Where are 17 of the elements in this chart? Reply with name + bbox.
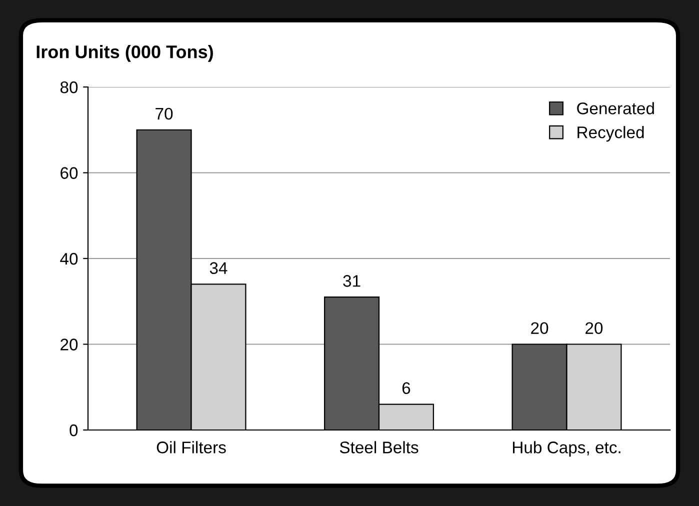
data-label: 20 <box>586 322 603 334</box>
y-tick-label: 20 <box>60 338 78 350</box>
x-tick-label: Steel Belts <box>340 441 418 454</box>
data-label: 70 <box>156 108 173 120</box>
y-tick-label: 60 <box>60 167 78 179</box>
data-label: 6 <box>402 382 410 394</box>
data-label: 20 <box>531 322 548 334</box>
y-tick-label: 80 <box>60 81 78 94</box>
legend-label: Recycled <box>578 126 644 142</box>
y-tick-label: 40 <box>60 252 78 265</box>
y-tick-label: 0 <box>70 424 78 436</box>
data-label: 31 <box>343 275 360 287</box>
chart-title: Iron Units (000 Tons) <box>36 45 213 62</box>
data-label: 34 <box>210 262 228 274</box>
legend-label: Generated <box>577 102 654 114</box>
x-tick-label: Oil Filters <box>156 441 226 454</box>
x-tick-label: Hub Caps, etc. <box>512 441 620 457</box>
